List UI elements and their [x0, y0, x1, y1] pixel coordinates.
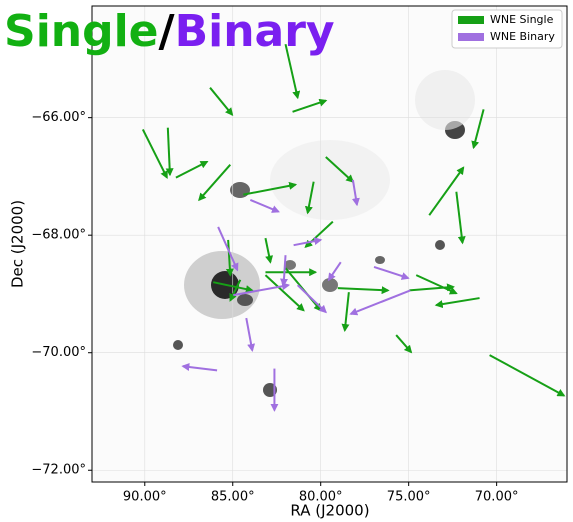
arrow — [395, 334, 413, 354]
arrow — [217, 226, 239, 272]
legend: WNE Single WNE Binary — [451, 9, 563, 49]
arrow — [225, 239, 234, 277]
x-axis-label: RA (J2000) — [290, 502, 369, 520]
arrow — [249, 199, 280, 213]
arrow — [304, 181, 315, 215]
grid — [92, 6, 567, 482]
arrow — [181, 363, 218, 372]
x-tick-label: 75.00° — [387, 490, 431, 505]
plot-background — [92, 6, 567, 482]
arrow — [198, 164, 232, 202]
overlay-word: Binary — [175, 6, 335, 57]
legend-label: WNE Binary — [490, 30, 555, 43]
arrow — [229, 279, 242, 302]
arrow — [280, 255, 288, 287]
arrow — [341, 292, 350, 332]
legend-swatch — [458, 16, 484, 24]
y-tick-label: −72.00° — [31, 463, 86, 478]
arrow — [434, 297, 480, 309]
x-tick-label: 70.00° — [475, 490, 519, 505]
arrow — [264, 237, 274, 264]
y-axis-label: Dec (J2000) — [9, 200, 27, 288]
arrow — [337, 286, 390, 295]
arrow — [428, 166, 465, 216]
arrow — [233, 282, 291, 297]
arrow — [209, 87, 234, 116]
arrow — [327, 261, 342, 282]
arrow — [325, 156, 355, 183]
arrow — [471, 109, 485, 150]
arrow — [245, 317, 256, 352]
legend-label: WNE Single — [490, 13, 554, 26]
arrow — [349, 289, 411, 316]
x-tick-label: 85.00° — [211, 490, 255, 505]
arrow — [455, 191, 466, 245]
legend-swatch — [458, 33, 484, 41]
arrow — [264, 274, 305, 312]
arrow — [351, 179, 360, 207]
y-tick-label: −70.00° — [31, 345, 86, 360]
y-tick-label: −66.00° — [31, 110, 86, 125]
arrows — [141, 43, 566, 412]
plot-frame — [91, 5, 568, 483]
arrow — [292, 98, 328, 113]
arrow — [213, 281, 254, 294]
y-tick-label: −68.00° — [31, 228, 86, 243]
overlay-word: Single — [4, 6, 159, 57]
arrow — [293, 237, 323, 247]
arrow — [296, 284, 327, 314]
nebula-image — [173, 70, 475, 397]
arrow — [284, 43, 301, 100]
x-tick-label: 90.00° — [123, 490, 167, 505]
arrow — [141, 128, 168, 180]
arrow — [243, 181, 298, 196]
arrow — [373, 265, 410, 280]
arrow — [175, 160, 209, 179]
arrow — [489, 354, 566, 397]
overlay-title: Single / Binary — [4, 6, 335, 57]
arrow — [165, 127, 174, 177]
arrow — [415, 274, 458, 295]
x-tick-label: 80.00° — [299, 490, 343, 505]
arrow — [409, 283, 455, 292]
overlay-word: / — [159, 6, 176, 57]
